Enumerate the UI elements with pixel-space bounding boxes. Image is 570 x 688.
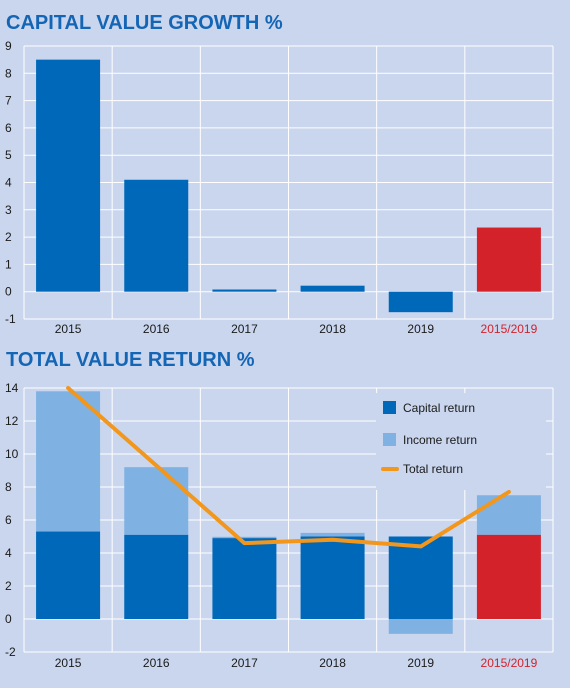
x-tick-label: 2016 [143,656,170,670]
x-tick-label: 2015/2019 [481,656,538,670]
legend-swatch [383,401,396,414]
legend-label: Income return [403,433,477,447]
x-tick-label: 2017 [231,656,258,670]
legend-label: Total return [403,462,463,476]
y-tick-label: 4 [5,176,12,190]
capital-growth-title: CAPITAL VALUE GROWTH % [6,12,283,34]
y-tick-label: 0 [5,285,12,299]
y-tick-label: 1 [5,257,12,271]
total-return-point [67,387,69,389]
y-tick-label: 8 [5,480,12,494]
x-tick-label: 2015 [55,322,82,336]
y-tick-label: 5 [5,148,12,162]
y-tick-label: 6 [5,121,12,135]
bar-capital-return [36,531,101,619]
bar-capital-return [388,536,453,619]
legend-swatch [383,433,396,446]
bar-capital-return [476,534,541,619]
legend-box [376,393,546,490]
y-tick-label: 10 [5,447,19,461]
bar-capital-return [212,538,277,619]
y-tick-label: -1 [5,312,16,326]
bar-income-return [388,619,453,634]
x-tick-label: 2015/2019 [481,322,538,336]
bar-income-return [476,495,541,535]
y-tick-label: 0 [5,612,12,626]
legend-label: Capital return [403,401,475,415]
total-return-point [155,465,157,467]
y-tick-label: 4 [5,546,12,560]
x-tick-label: 2016 [143,322,170,336]
y-tick-label: 2 [5,230,12,244]
total-return-line [66,386,511,549]
x-tick-label: 2015 [55,656,82,670]
total-return-point [508,491,510,493]
bar-income-return [36,391,101,532]
y-tick-label: -2 [5,645,16,659]
x-tick-label: 2018 [319,322,346,336]
bar-income-return [124,467,189,535]
y-tick-label: 12 [5,414,19,428]
bar-income-return [300,532,365,537]
capital-growth-chart: -1 0 1 2 3 4 5 6 7 8 9 2015 2016 2017 2018 2019 2015/201… [5,39,554,336]
total-return-point [420,545,422,547]
bar [124,179,189,292]
x-tick-label: 2019 [407,322,434,336]
total-return-title: TOTAL VALUE RETURN % [6,349,255,371]
x-tick-label: 2019 [407,656,434,670]
bar [300,285,365,292]
bar-capital-return [124,534,189,619]
bar-income-return [212,536,277,539]
y-tick-label: 6 [5,513,12,527]
bar-capital-return [300,536,365,619]
y-tick-label: 2 [5,579,12,593]
bar [212,289,277,292]
y-tick-label: 7 [5,94,12,108]
x-tick-label: 2017 [231,322,258,336]
y-tick-label: 9 [5,39,12,53]
y-tick-label: 8 [5,66,12,80]
total-return-point [243,542,245,544]
x-tick-label: 2018 [319,656,346,670]
bar [388,291,453,313]
bar [36,59,101,292]
legend: Capital return Income return Total return [376,393,546,490]
total-return-point [332,539,334,541]
bar [476,227,541,292]
y-tick-label: 14 [5,381,19,395]
y-tick-label: 3 [5,203,12,217]
